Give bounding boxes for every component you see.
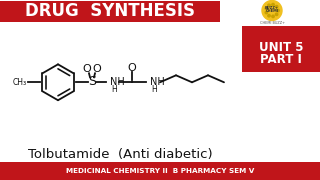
Text: O: O [83,64,92,74]
Text: DRUG  SYNTHESIS: DRUG SYNTHESIS [25,3,195,21]
Circle shape [277,9,279,12]
Text: BUZZ+: BUZZ+ [265,6,279,10]
Text: S: S [88,75,96,88]
Text: NH: NH [110,77,125,87]
Circle shape [276,13,278,15]
Circle shape [272,15,274,18]
Text: CHEMI: CHEMI [265,10,279,14]
Circle shape [268,14,270,17]
Circle shape [268,4,270,6]
Bar [242,26,320,72]
Text: H: H [152,85,157,94]
Text: NH: NH [150,77,165,87]
Text: MEDICINAL CHEMISTRY II  B PHARMACY SEM V: MEDICINAL CHEMISTRY II B PHARMACY SEM V [66,168,254,174]
Circle shape [272,3,274,6]
Text: CH₃: CH₃ [13,78,27,87]
Text: UNIT 5: UNIT 5 [259,41,303,54]
Text: O: O [92,64,101,74]
Circle shape [276,5,278,8]
Text: O: O [128,63,136,73]
Text: H: H [112,85,117,94]
Bar [0,162,320,180]
Circle shape [265,7,268,10]
Circle shape [265,11,268,14]
Circle shape [262,1,282,21]
Text: CHEMI BUZZ+: CHEMI BUZZ+ [260,21,284,25]
Text: PART I: PART I [260,53,302,66]
Text: Tolbutamide  (Anti diabetic): Tolbutamide (Anti diabetic) [28,148,212,161]
Bar [0,1,220,22]
